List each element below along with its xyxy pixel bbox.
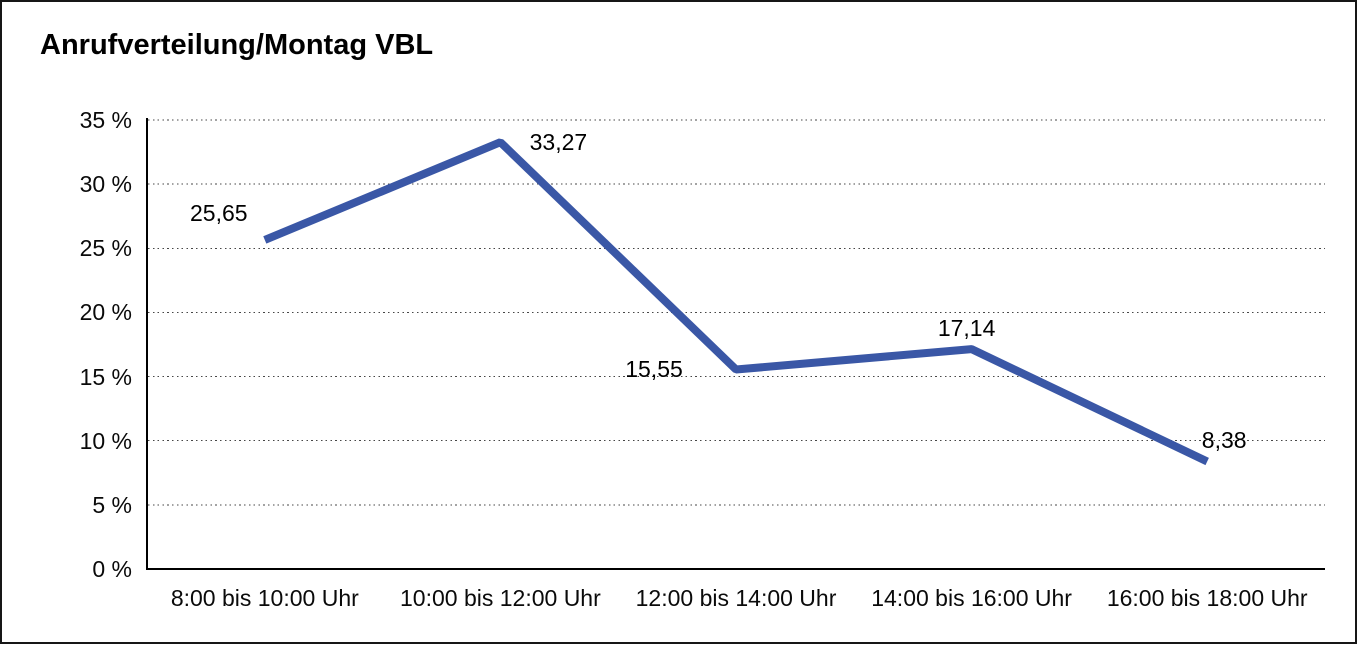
x-tick-label-3: 14:00 bis 16:00 Uhr	[871, 585, 1072, 611]
y-tick-label-10: 10 %	[79, 427, 132, 454]
x-tick-label-2: 12:00 bis 14:00 Uhr	[635, 585, 837, 611]
point-label-1: 33,27	[529, 129, 588, 156]
y-tick-label-35: 35 %	[79, 107, 132, 133]
y-tick-label-0: 0 %	[92, 556, 132, 582]
chart-title: Anrufverteilung/Montag VBL	[40, 29, 434, 61]
y-tick-label-25: 25 %	[79, 235, 132, 262]
y-tick-label-20: 20 %	[79, 299, 132, 326]
y-tick-label-5: 5 %	[92, 491, 132, 518]
y-tick-label-15: 15 %	[79, 363, 132, 390]
data-line	[263, 138, 1209, 466]
x-tick-label-4: 16:00 bis 18:00 Uhr	[1106, 585, 1308, 611]
point-label-0: 25,65	[190, 199, 248, 226]
point-label-3: 17,14	[937, 315, 996, 342]
x-tick-label-1: 10:00 bis 12:00 Uhr	[400, 585, 601, 611]
y-tick-label-30: 30 %	[79, 171, 132, 198]
point-label-4: 8,38	[1201, 427, 1247, 454]
point-label-2: 15,55	[625, 355, 683, 382]
x-tick-label-0: 8:00 bis 10:00 Uhr	[170, 585, 359, 611]
